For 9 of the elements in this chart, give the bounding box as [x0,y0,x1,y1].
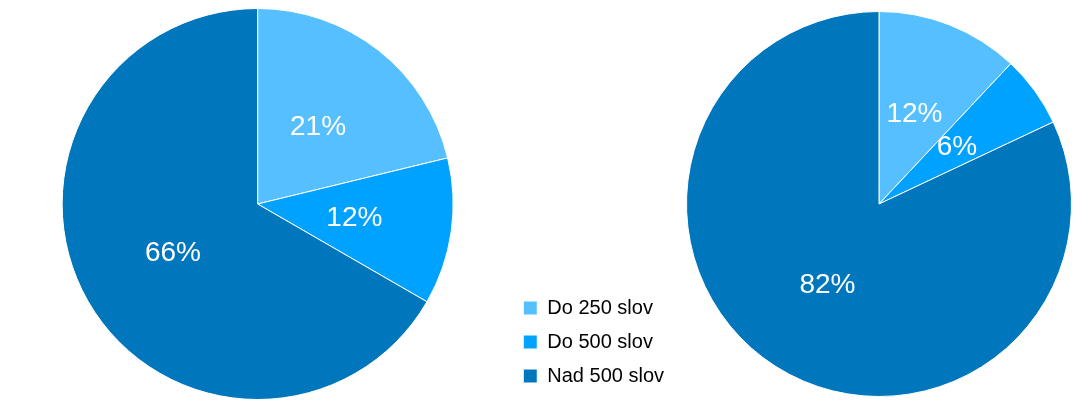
data-label: 82% [799,267,856,299]
legend-label: Do 500 slov [547,329,653,352]
data-label: 21% [290,109,347,141]
data-label: 12% [886,97,943,129]
legend-label: Do 250 slov [547,295,653,318]
legend-label: Nad 500 slov [547,363,665,386]
data-label: 6% [936,130,978,162]
data-label: 66% [144,235,201,267]
data-label: 12% [326,200,383,232]
